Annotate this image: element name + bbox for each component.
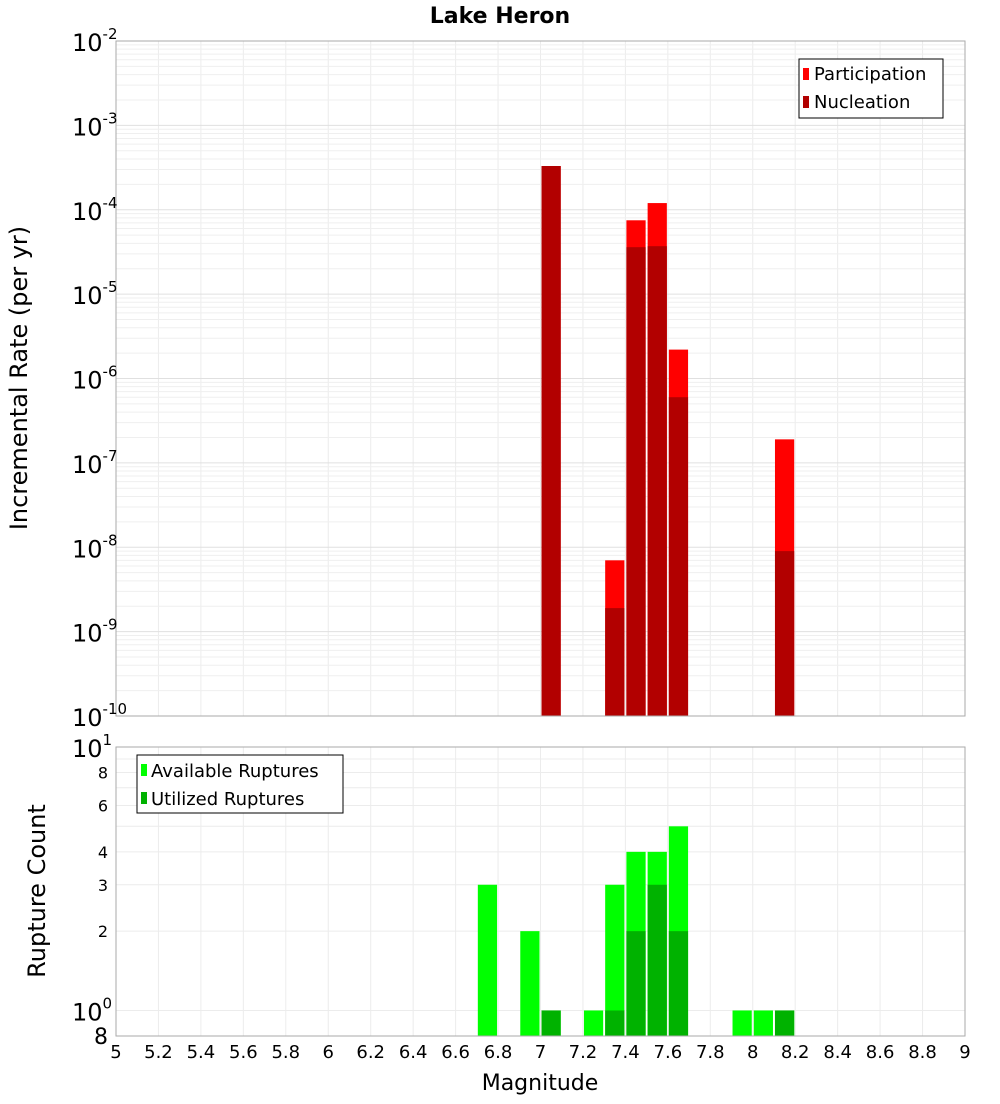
legend-label-utilized: Utilized Ruptures [151, 789, 304, 810]
x-tick-label: 5.6 [229, 1042, 258, 1063]
bottom-y-tick-label-major: 100 [72, 994, 112, 1026]
top-y-tick-label: 10-3 [72, 109, 118, 141]
top-y-axis-label: Incremental Rate (per yr) [5, 226, 33, 530]
legend-swatch-participation [803, 68, 809, 80]
x-tick-label: 7.8 [696, 1042, 725, 1063]
bottom-y-tick-label: 8 [94, 1025, 108, 1050]
bottom-bar-available-ruptures [732, 1010, 752, 1036]
x-tick-label: 5.8 [271, 1042, 300, 1063]
bottom-bar-utilized-ruptures [647, 884, 667, 1036]
bottom-bar-available-ruptures [520, 931, 540, 1036]
x-axis-label: Magnitude [482, 1071, 599, 1096]
top-bar-nucleation [668, 397, 689, 716]
chart-title: Lake Heron [430, 4, 570, 29]
top-legend-box [798, 58, 944, 119]
top-bar-nucleation [626, 247, 646, 716]
x-tick-label: 7.6 [654, 1042, 683, 1063]
x-tick-label: 6.4 [399, 1042, 428, 1063]
bottom-bar-utilized-ruptures [605, 1010, 625, 1036]
legend-label-available: Available Ruptures [151, 761, 319, 782]
x-tick-label: 8.8 [908, 1042, 937, 1063]
bottom-bar-utilized-ruptures [668, 931, 689, 1036]
bottom-legend: Available Ruptures Utilized Ruptures [136, 754, 344, 814]
bottom-bar-available-ruptures [753, 1010, 773, 1036]
top-y-tick-label: 10-5 [72, 278, 118, 310]
bottom-plot-frame [115, 746, 966, 1037]
x-tick-label: 8.6 [866, 1042, 895, 1063]
top-bar-nucleation [774, 551, 795, 716]
top-gridlines [115, 41, 966, 717]
x-tick-label: 6 [323, 1042, 334, 1063]
legend-swatch-available [141, 764, 147, 776]
top-y-tick-label: 10-2 [72, 25, 118, 57]
top-y-tick-label: 10-4 [72, 194, 118, 226]
top-bars [541, 166, 795, 717]
bottom-bar-available-ruptures [605, 884, 625, 1036]
x-tick-label: 8 [747, 1042, 758, 1063]
bottom-bar-utilized-ruptures [541, 1010, 561, 1036]
top-y-tick-label: 10-9 [72, 616, 118, 648]
top-bar-nucleation [647, 246, 667, 716]
top-plot-frame [115, 40, 966, 717]
legend-label-participation: Participation [814, 64, 926, 85]
legend-swatch-nucleation [803, 96, 809, 108]
x-tick-label: 7 [535, 1042, 546, 1063]
x-tick-label: 8.2 [781, 1042, 810, 1063]
x-tick-label: 5.4 [187, 1042, 216, 1063]
bottom-y-tick-label: 4 [98, 843, 108, 862]
legend-label-nucleation: Nucleation [814, 92, 910, 113]
x-tick-label: 6.2 [356, 1042, 385, 1063]
bottom-bar-available-ruptures [477, 884, 498, 1036]
x-tick-label: 8.4 [823, 1042, 852, 1063]
bottom-y-tick-label: 2 [98, 922, 108, 941]
bottom-y-axis-label: Rupture Count [23, 804, 51, 978]
bottom-bar-available-ruptures [583, 1010, 604, 1036]
bottom-legend-box [136, 754, 344, 814]
top-y-tick-label: 10-6 [72, 363, 118, 395]
x-tick-label: 5.2 [144, 1042, 173, 1063]
x-tick-label: 5 [110, 1042, 121, 1063]
bottom-bar-utilized-ruptures [626, 931, 646, 1036]
x-tick-label: 7.4 [611, 1042, 640, 1063]
x-tick-label: 7.2 [569, 1042, 598, 1063]
bottom-y-tick-label-major: 101 [72, 731, 112, 763]
bottom-bar-utilized-ruptures [774, 1010, 795, 1036]
bottom-y-tick-label: 6 [98, 796, 108, 815]
top-bar-nucleation [605, 608, 625, 716]
x-tick-label: 6.8 [484, 1042, 513, 1063]
legend-swatch-utilized [141, 792, 147, 804]
x-tick-label: 6.6 [441, 1042, 470, 1063]
top-y-tick-labels: 10-10 10-9 10-8 10-7 10-6 10-5 10-4 10-3 10-2 [72, 25, 127, 732]
x-tick-label: 9 [959, 1042, 970, 1063]
bottom-bars [477, 826, 795, 1036]
top-y-tick-label: 10-8 [72, 531, 118, 563]
x-tick-labels: 5 5.2 5.4 5.6 5.8 6 6.2 6.4 6.6 6.8 7 7.2 7.4 7.6 7.8 8… [110, 1042, 970, 1063]
top-legend: Participation Nucleation [798, 58, 944, 119]
top-y-tick-label: 10-7 [72, 447, 118, 479]
top-bar-nucleation [541, 166, 561, 717]
bottom-y-tick-label: 8 [98, 764, 108, 783]
bottom-y-tick-label: 3 [98, 876, 108, 895]
top-y-tick-label: 10-10 [72, 700, 127, 732]
